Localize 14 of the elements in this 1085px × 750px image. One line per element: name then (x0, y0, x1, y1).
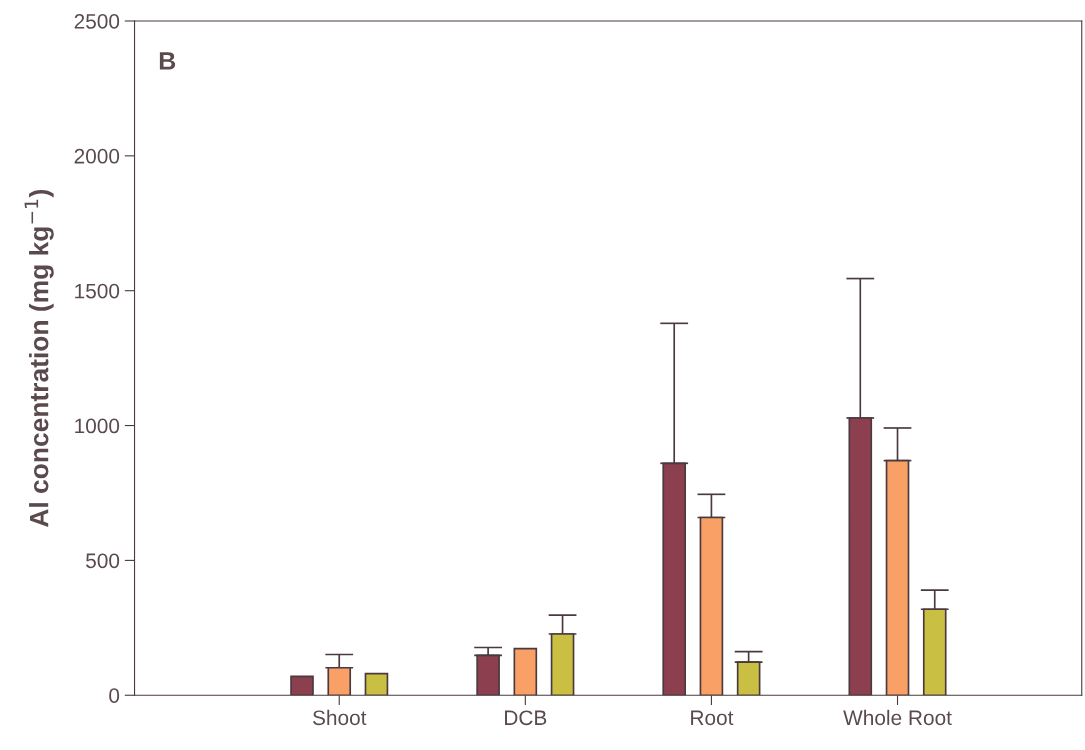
annotation: B (159, 52, 176, 70)
x-tick-label: DCB (505, 710, 547, 726)
y-tick-label: 1500 (75, 283, 120, 299)
bar (364, 672, 389, 696)
x-tick-label: Root (691, 710, 734, 726)
y-tick-label: 2000 (74, 148, 120, 164)
y-axis-title: Al concentration (mg kg$^{−1}$) (24, 189, 54, 528)
x-tick-label: Whole Root (843, 709, 952, 726)
x-tick-label: Shoot (312, 709, 367, 726)
y-tick-label: 0 (109, 688, 120, 703)
y-tick-label: 2500 (74, 14, 120, 29)
bar (290, 675, 314, 696)
y-tick-label: 1000 (75, 418, 120, 434)
y-tick-label: 500 (86, 553, 120, 569)
